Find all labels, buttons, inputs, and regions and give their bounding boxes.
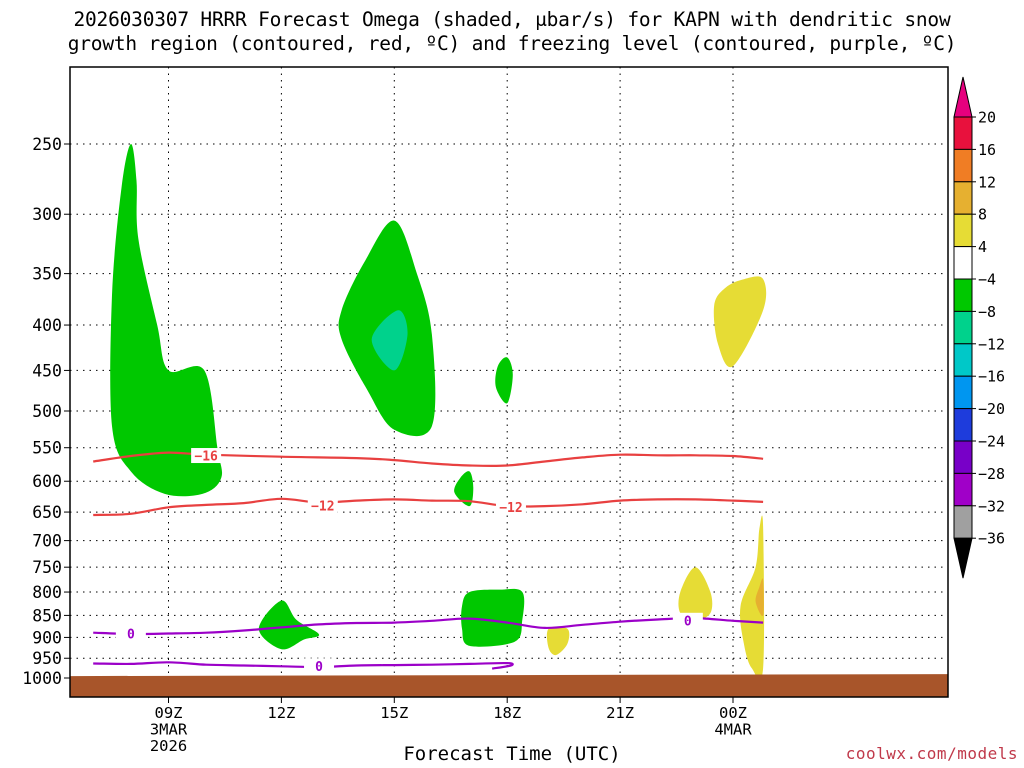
omega-region bbox=[713, 276, 767, 368]
colorbar-swatch bbox=[953, 181, 973, 215]
colorbar-bottom-arrow bbox=[953, 537, 973, 579]
y-tick-label: 750 bbox=[32, 558, 62, 577]
x-tick-label: 00Z bbox=[719, 704, 747, 722]
y-tick-label: 900 bbox=[32, 628, 62, 647]
temperature-contours: −16 −12 −12 0 0 0 bbox=[93, 448, 764, 675]
omega-region bbox=[739, 515, 765, 680]
freezing-contour-label: 0 bbox=[684, 614, 692, 629]
dgz-contour-line bbox=[93, 497, 764, 517]
colorbar-swatch bbox=[953, 148, 973, 183]
chart-title-line2: growth region (contoured, red, ºC) and f… bbox=[67, 32, 957, 55]
colorbar-label: −8 bbox=[978, 303, 996, 321]
colorbar-label: −32 bbox=[978, 497, 1005, 515]
colorbar-label: 4 bbox=[978, 238, 987, 256]
grid-lines bbox=[70, 67, 948, 697]
colorbar-swatch bbox=[953, 310, 973, 345]
y-tick-label: 600 bbox=[32, 472, 62, 491]
y-axis-ticks: 250 300 350 400 450 500 550 600 650 700 750 800 850 9… bbox=[22, 135, 70, 688]
colorbar-swatch bbox=[953, 213, 973, 248]
x-tick-label: 09Z bbox=[155, 704, 183, 722]
dgz-label-bg bbox=[191, 448, 222, 464]
omega-region bbox=[258, 600, 320, 650]
colorbar-swatch bbox=[953, 472, 973, 507]
x-tick-label: 18Z bbox=[493, 704, 521, 722]
colorbar-label: −20 bbox=[978, 400, 1005, 418]
y-tick-label: 350 bbox=[32, 265, 62, 284]
colorbar-swatch bbox=[953, 408, 973, 442]
x-tick-label: 21Z bbox=[606, 704, 634, 722]
y-tick-label: 850 bbox=[32, 606, 62, 625]
colorbar-swatch bbox=[953, 246, 973, 280]
omega-region bbox=[110, 143, 223, 497]
omega-region bbox=[454, 471, 474, 507]
dgz-contour-label: −12 bbox=[499, 501, 522, 516]
colorbar-swatch bbox=[953, 375, 973, 410]
colorbar-label: 12 bbox=[978, 173, 996, 191]
colorbar-top-arrow bbox=[953, 76, 973, 118]
colorbar-label: −28 bbox=[978, 465, 1005, 483]
colorbar-label: 20 bbox=[978, 109, 996, 127]
y-tick-label: 550 bbox=[32, 439, 62, 458]
dgz-contour-label: −16 bbox=[194, 450, 218, 465]
freezing-contour-label: 0 bbox=[127, 627, 135, 642]
dgz-label-bg bbox=[307, 498, 338, 514]
colorbar-swatch bbox=[953, 505, 973, 539]
omega-shading bbox=[110, 143, 767, 680]
freezing-label-bg bbox=[304, 658, 335, 674]
y-tick-label: 1000 bbox=[22, 669, 62, 688]
x-tick-label: 15Z bbox=[380, 704, 408, 722]
y-tick-label: 500 bbox=[32, 402, 62, 421]
colorbar-label: 16 bbox=[978, 141, 996, 159]
omega-region bbox=[495, 357, 513, 404]
x-tick-label: 12Z bbox=[267, 704, 295, 722]
x-tick-label: 2026 bbox=[150, 737, 187, 755]
terrain-fill bbox=[70, 674, 948, 697]
colorbar-label: −12 bbox=[978, 335, 1005, 353]
colorbar-label: −36 bbox=[978, 530, 1005, 548]
terrain-band bbox=[70, 674, 948, 697]
plot-frame bbox=[69, 66, 949, 698]
dgz-label-bg bbox=[495, 499, 526, 515]
colorbar-label: −4 bbox=[978, 271, 996, 289]
y-tick-label: 700 bbox=[32, 532, 62, 551]
freezing-contour-line bbox=[93, 661, 514, 670]
y-tick-label: 950 bbox=[32, 649, 62, 668]
y-tick-label: 400 bbox=[32, 316, 62, 335]
colorbar-swatch bbox=[953, 343, 973, 377]
colorbar-label: −16 bbox=[978, 368, 1005, 386]
colorbar: 20 16 12 8 4 −4 −8 −12 −16 −20 −24 −28 −32 −36 bbox=[953, 76, 1005, 579]
colorbar-label: −24 bbox=[978, 433, 1005, 451]
colorbar-label: 8 bbox=[978, 206, 987, 224]
freezing-contour-line bbox=[93, 616, 764, 636]
y-tick-label: 300 bbox=[32, 205, 62, 224]
omega-region bbox=[546, 626, 570, 656]
omega-region bbox=[755, 578, 764, 617]
freezing-contour-label: 0 bbox=[315, 660, 323, 675]
freezing-label-bg bbox=[672, 612, 703, 628]
credit-link[interactable]: coolwx.com/models bbox=[845, 744, 1018, 763]
y-tick-label: 450 bbox=[32, 361, 62, 380]
x-axis-title: Forecast Time (UTC) bbox=[403, 743, 621, 765]
y-tick-label: 250 bbox=[32, 135, 62, 154]
dgz-contour-label: −12 bbox=[311, 500, 334, 515]
y-tick-label: 800 bbox=[32, 583, 62, 602]
omega-region bbox=[461, 588, 525, 647]
freezing-label-bg bbox=[115, 625, 146, 641]
colorbar-swatch bbox=[953, 440, 973, 474]
x-tick-label: 4MAR bbox=[714, 721, 752, 739]
x-tick-label: 3MAR bbox=[150, 721, 188, 739]
chart-title-line1: 2026030307 HRRR Forecast Omega (shaded, … bbox=[73, 8, 951, 31]
omega-region bbox=[371, 310, 408, 371]
colorbar-swatch bbox=[953, 116, 973, 150]
y-tick-label: 650 bbox=[32, 503, 62, 522]
colorbar-swatch bbox=[953, 278, 973, 312]
omega-region bbox=[678, 567, 713, 620]
